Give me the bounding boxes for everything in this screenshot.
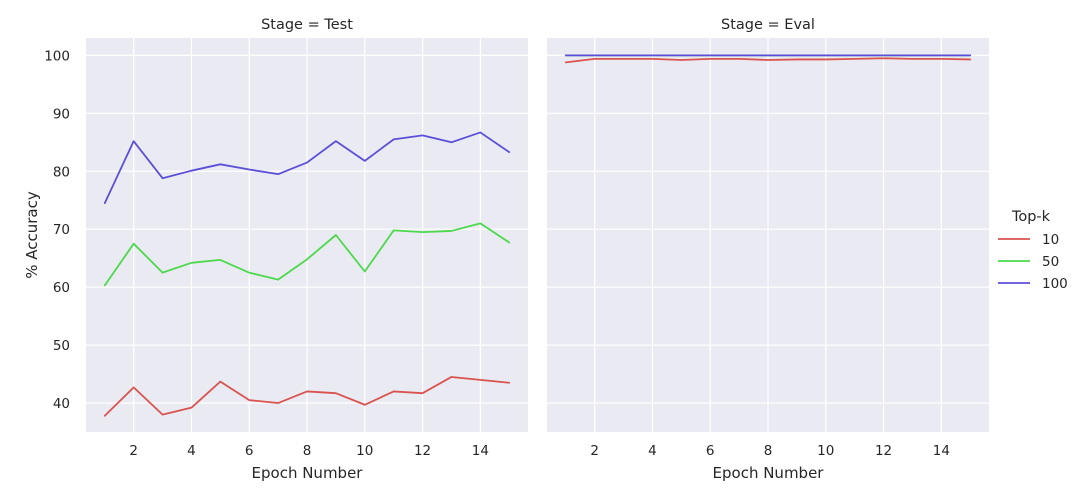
x-tick-label: 2 bbox=[590, 443, 599, 459]
x-tick-label: 10 bbox=[817, 443, 834, 459]
panel-1: 2 4 6 8 10 12 14 40 50 60 70 80 90 100 Stage = Test Epo… bbox=[44, 17, 528, 482]
x-axis-title: Epoch Number bbox=[252, 464, 364, 482]
series-line-50 bbox=[103, 222, 511, 287]
panel-title: Stage = Eval bbox=[721, 17, 815, 33]
x-tick-label: 8 bbox=[303, 443, 312, 459]
y-tick-label: 90 bbox=[53, 106, 70, 122]
x-tick-label: 12 bbox=[414, 443, 431, 459]
panel-title: Stage = Test bbox=[261, 17, 353, 33]
panel-2: 2 4 6 8 10 12 14 Stage = Eval Epoch Number bbox=[547, 17, 989, 482]
legend-title: Top-k bbox=[1011, 209, 1051, 225]
x-tick-label: 12 bbox=[875, 443, 892, 459]
series-line-100 bbox=[103, 131, 511, 205]
x-tick-label: 4 bbox=[187, 443, 196, 459]
x-tick-label: 6 bbox=[706, 443, 715, 459]
x-tick-label: 14 bbox=[472, 443, 489, 459]
x-tick-label: 14 bbox=[933, 443, 950, 459]
y-tick-label: 80 bbox=[53, 164, 70, 180]
x-tick-label: 6 bbox=[245, 443, 254, 459]
series-line-10 bbox=[564, 57, 972, 64]
y-tick-label: 70 bbox=[53, 222, 70, 238]
y-tick-label: 40 bbox=[53, 396, 70, 412]
legend-label-100: 100 bbox=[1042, 276, 1068, 292]
legend-label-50: 50 bbox=[1042, 254, 1059, 270]
legend-label-10: 10 bbox=[1042, 232, 1059, 248]
y-tick-label: 50 bbox=[53, 338, 70, 354]
x-axis-title: Epoch Number bbox=[713, 464, 825, 482]
y-tick-label: 60 bbox=[53, 280, 70, 296]
y-tick-label: 100 bbox=[44, 48, 70, 64]
x-tick-label: 2 bbox=[129, 443, 138, 459]
y-axis-title: % Accuracy bbox=[23, 191, 41, 279]
legend: Top-k 10 50 100 bbox=[998, 209, 1068, 292]
x-tick-label: 8 bbox=[764, 443, 773, 459]
x-tick-label: 4 bbox=[648, 443, 657, 459]
series-line-10 bbox=[103, 376, 511, 417]
x-tick-label: 10 bbox=[356, 443, 373, 459]
